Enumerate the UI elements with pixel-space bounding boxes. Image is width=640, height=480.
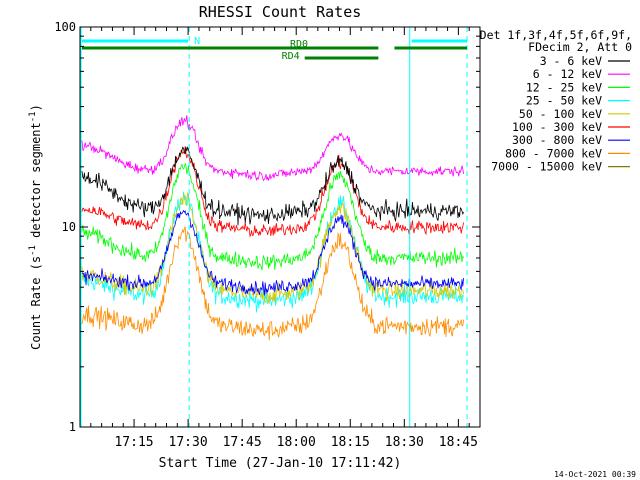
legend-entry-label: 7000 - 15000 keV [491,160,602,174]
series-line [81,209,464,296]
series-line [81,226,464,341]
x-tick-label: 17:30 [169,435,208,450]
legend-entry-label: 100 - 300 keV [512,120,602,134]
series-line [81,115,464,182]
x-tick-label: 18:00 [277,435,316,450]
x-tick-label: 18:30 [385,435,424,450]
footer-timestamp: 14-Oct-2021 00:39 [554,470,636,479]
flag-bar-label: RD4 [282,51,300,62]
y-axis: 1 10 100 [54,20,480,434]
legend-header-line1: Det 1f,3f,4f,5f,6f,9f, [480,28,632,42]
legend: Det 1f,3f,4f,5f,6f,9f, FDecim 2, Att 0 3… [480,28,632,174]
legend-entry-label: 25 - 50 keV [526,94,602,108]
series-line [81,146,464,226]
y-tick-label: 10 [62,220,76,234]
x-tick-label: 18:15 [331,435,370,450]
legend-entry-label: 800 - 7000 keV [505,146,602,160]
legend-entry-label: 3 - 6 keV [540,54,602,68]
y-axis-label: Count Rate (s-1 detector segment-1) [28,104,43,350]
x-axis: 17:15 17:30 17:45 18:00 18:15 18:30 18:45 [90,27,481,450]
legend-header-line2: FDecim 2, Att 0 [528,40,632,54]
y-tick-label: 1 [69,420,76,434]
series-line [81,146,464,238]
chart-title: RHESSI Count Rates [199,3,362,21]
legend-entry-label: 300 - 800 keV [512,133,602,147]
legend-entry-label: 6 - 12 keV [533,67,602,81]
legend-entry-label: 50 - 100 keV [519,107,602,121]
y-tick-label: 100 [54,20,76,34]
x-tick-label: 17:45 [223,435,262,450]
x-tick-label: 17:15 [114,435,153,450]
marker-layer [80,27,468,427]
legend-entry-label: 12 - 25 keV [526,80,602,94]
series-layer [81,115,464,341]
x-axis-label: Start Time (27-Jan-10 17:11:42) [159,456,402,471]
series-line [81,192,464,305]
series-line [81,162,464,271]
flag-bar-label: N [194,36,200,47]
flag-bar-label: RD0 [290,39,308,50]
x-tick-label: 18:45 [439,435,478,450]
